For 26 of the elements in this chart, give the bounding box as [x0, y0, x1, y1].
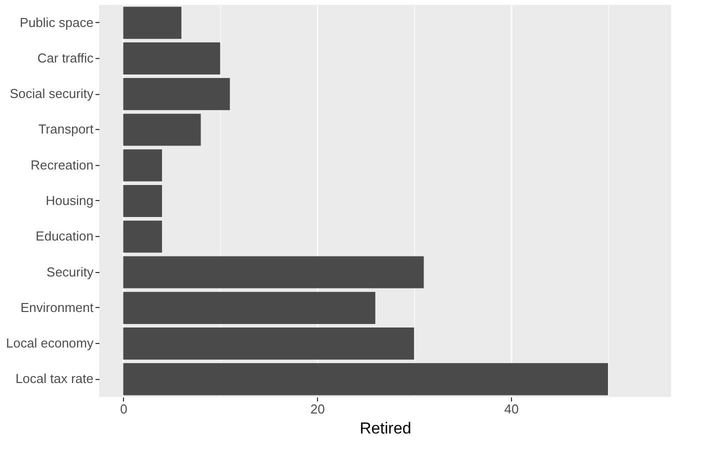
bar: [123, 42, 220, 74]
y-tick-label: Public space: [20, 14, 94, 30]
y-tick-label: Car traffic: [37, 50, 94, 66]
x-tick-label: 0: [120, 402, 128, 416]
x-tick-label: 20: [310, 402, 325, 416]
bar: [123, 114, 201, 146]
y-tick-label: Social security: [10, 86, 94, 102]
x-tick-label: 40: [504, 402, 519, 416]
bar: [123, 149, 162, 182]
bar: [123, 363, 608, 396]
y-tick-label: Transport: [38, 122, 94, 137]
y-tick-label: Recreation: [30, 157, 94, 172]
bar: [123, 6, 182, 39]
bar: [123, 220, 162, 253]
bar: [123, 328, 414, 360]
y-tick-label: Housing: [46, 193, 94, 208]
bar: [123, 78, 230, 110]
y-tick-label: Local economy: [6, 336, 94, 351]
bar: [123, 256, 424, 288]
bar: [123, 184, 162, 218]
y-tick-label: Environment: [20, 300, 94, 315]
y-tick-label: Education: [36, 228, 94, 244]
y-tick-label: Local tax rate: [15, 371, 94, 386]
y-tick-label: Security: [46, 264, 94, 280]
x-axis-title: Retired: [360, 420, 412, 438]
bar: [123, 292, 376, 324]
